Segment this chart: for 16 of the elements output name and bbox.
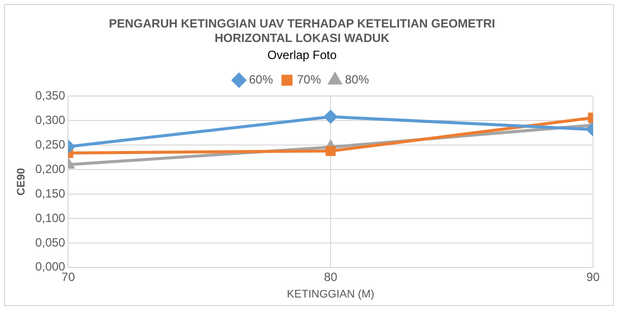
y-tick-label: 0,250: [35, 137, 66, 152]
legend-title: Overlap Foto: [267, 48, 337, 62]
y-tick-label: 0,150: [35, 186, 66, 200]
y-tick-label: 0,050: [35, 235, 66, 250]
y-tick-label: 0,100: [35, 210, 66, 225]
y-tick-label: 0,200: [35, 162, 66, 176]
legend-label: 80%: [345, 72, 370, 87]
y-axis-title: CE90: [16, 168, 28, 196]
y-tick-label: 0,300: [35, 112, 66, 127]
legend-label: 60%: [248, 72, 274, 87]
x-tick-label: 80: [324, 270, 338, 284]
x-tick-label: 90: [586, 270, 600, 284]
chart-title: PENGARUH KETINGGIAN UAV TERHADAP KETELITIAN GEOMETRI HORIZONTAL LOKASI WADUK: [108, 16, 496, 45]
y-tick-label: 0,350: [35, 88, 66, 103]
legend-label: 70%: [296, 72, 322, 87]
x-axis-title: KETINGGIAN (M): [286, 288, 374, 300]
